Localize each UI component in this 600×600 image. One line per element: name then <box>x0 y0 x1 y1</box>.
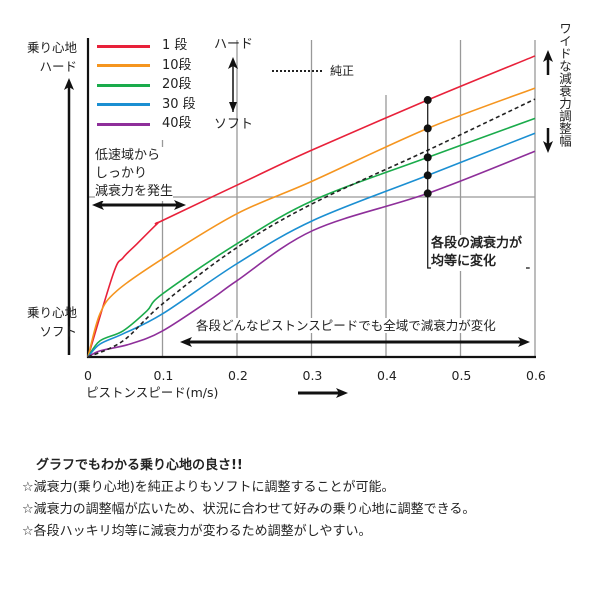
low-speed-line2: しっかり <box>95 166 148 181</box>
y-label-hard-line1: 乗り心地 <box>27 40 78 55</box>
legend-label: 20段 <box>162 77 192 92</box>
x-tick-label: 0.6 <box>526 368 546 383</box>
low-speed-arrow-head <box>92 200 104 210</box>
x-tick-label: 0.2 <box>228 368 248 383</box>
y-label-soft-line1: 乗り心地 <box>27 305 78 320</box>
arrows <box>64 50 553 398</box>
y-label-soft: 乗り心地 ソフト <box>27 305 77 339</box>
wide-up-arrow-head <box>543 50 553 62</box>
y-label-hard: 乗り心地 ハード <box>27 40 77 74</box>
x-tick-label: 0.5 <box>451 368 472 383</box>
x-tick-label: 0.1 <box>153 368 174 383</box>
low-speed-line1: 低速域から <box>95 148 161 163</box>
low-speed-arrow-head <box>174 200 186 210</box>
series-lines <box>87 55 536 358</box>
wide-range-annotation: ワイドな減衰力調整幅 <box>557 22 572 147</box>
note-item: ☆各段ハッキリ均等に減衰力が変わるため調整がしやすい。 <box>22 524 372 539</box>
all-range-annotation: 各段どんなピストンスピードでも全域で減衰力が変化 <box>196 318 496 333</box>
series-line-0 <box>87 55 536 358</box>
series-line-2 <box>87 117 536 358</box>
legend-stock-label: 純正 <box>330 64 355 78</box>
legend-swatch <box>97 44 150 48</box>
x-tick-label: 0.3 <box>302 368 323 383</box>
legend-label: 10段 <box>162 57 192 73</box>
marker-dot <box>423 96 432 105</box>
series-line-4 <box>87 150 536 358</box>
even-change-line2: 均等に変化 <box>431 254 497 269</box>
x-tick-label: 0.4 <box>377 368 397 383</box>
soft-label: ソフト <box>214 117 254 132</box>
hard-label: ハード <box>214 37 254 52</box>
x-axis-label: ピストンスピード(m/s) <box>86 385 219 400</box>
all-range-arrow-head <box>518 337 530 347</box>
hard-soft-arrow-head <box>229 102 237 112</box>
note-item: ☆減衰力の調整幅が広いため、状況に合わせて好みの乗り心地に調整できる。 <box>22 502 476 517</box>
x-tick-label: 0 <box>84 368 92 383</box>
marker-dot <box>423 153 432 162</box>
note-item: ☆減衰力(乗り心地)を純正よりもソフトに調整することが可能。 <box>22 480 395 495</box>
legend-swatch <box>97 64 150 67</box>
y-axis-arrow-head <box>64 78 74 90</box>
x-axis-arrow-head <box>336 388 348 398</box>
series-line-5 <box>87 98 536 358</box>
marker-dot <box>423 189 432 198</box>
notes: グラフでもわかる乗り心地の良さ!! ☆減衰力(乗り心地)を純正よりもソフトに調整… <box>22 455 475 543</box>
notes-heading: グラフでもわかる乗り心地の良さ!! <box>36 458 243 473</box>
legend-label: 40段 <box>162 116 192 131</box>
legend-swatch <box>97 122 150 126</box>
even-change-annotation: 各段の減衰力が 均等に変化 <box>431 235 527 271</box>
even-change-line1: 各段の減衰力が <box>431 236 523 251</box>
wide-down-arrow-head <box>543 141 553 153</box>
y-label-hard-line2: ハード <box>39 59 77 74</box>
marker-dot <box>423 171 432 180</box>
legend-label: 1 段 <box>162 38 188 53</box>
all-range-arrow-head <box>180 337 192 347</box>
legend-swatch <box>97 83 150 87</box>
marker-dot <box>423 124 432 133</box>
legend-swatch <box>97 103 150 106</box>
hard-soft-arrow-head <box>228 57 238 69</box>
y-label-soft-line2: ソフト <box>39 324 77 339</box>
low-speed-annotation: 低速域から しっかり 減衰力を発生 <box>95 147 174 201</box>
legend-label: 30 段 <box>162 96 196 112</box>
low-speed-line3: 減衰力を発生 <box>95 184 174 199</box>
axes <box>86 38 536 359</box>
